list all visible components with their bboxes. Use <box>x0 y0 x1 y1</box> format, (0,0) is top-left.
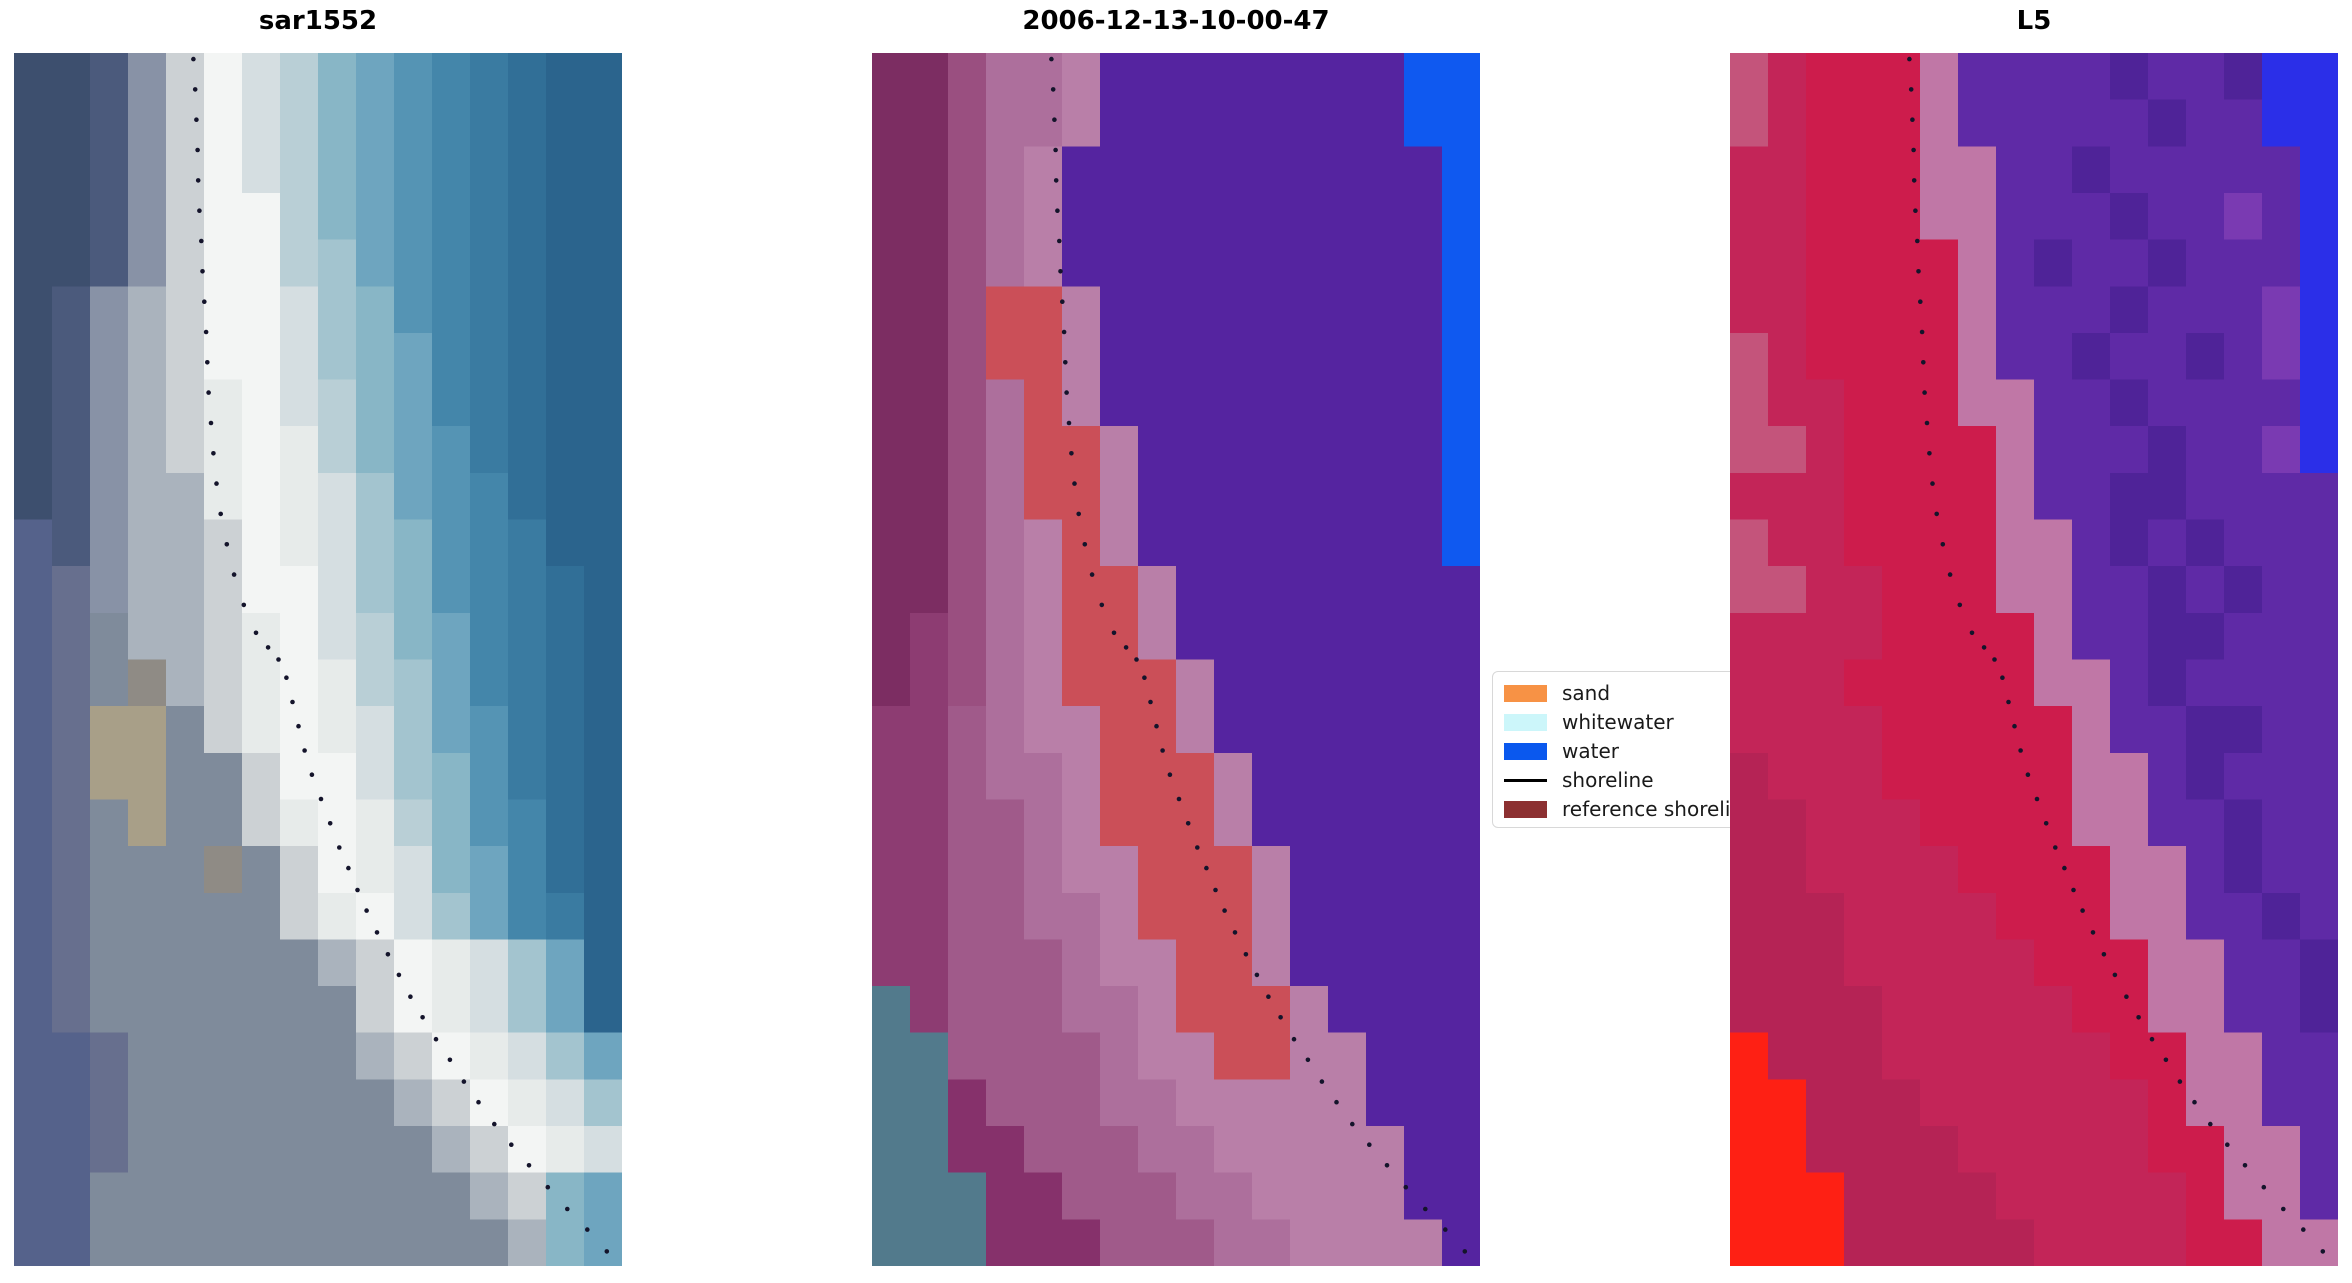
l5-image-canvas <box>1730 53 2338 1266</box>
classified-image-canvas <box>872 53 1480 1266</box>
sar-image-panel <box>14 53 622 1266</box>
classified-image-panel <box>872 53 1480 1266</box>
legend-color-swatch <box>1504 685 1547 702</box>
panel-title-date: 2006-12-13-10-00-47 <box>1022 6 1330 36</box>
shoreline-dots-overlay <box>1907 56 2326 1254</box>
classification-legend: sand whitewater water shoreline reference sh… <box>1492 671 1768 828</box>
legend-color-swatch <box>1504 743 1547 760</box>
legend-entry-label: shoreline <box>1562 768 1654 792</box>
legend-entry: reference shoreline <box>1504 795 1755 824</box>
legend-entry: shoreline <box>1504 766 1755 795</box>
panel-title-sar: sar1552 <box>258 6 378 36</box>
legend-entry: whitewater <box>1504 708 1755 737</box>
legend-line-swatch <box>1504 779 1547 782</box>
legend-entry-label: sand <box>1562 681 1611 705</box>
legend-entry-label: water <box>1562 739 1619 763</box>
panel-title-l5: L5 <box>2016 6 2052 36</box>
legend-entry: sand <box>1504 679 1755 708</box>
legend-color-swatch <box>1504 714 1547 731</box>
shoreline-dots-overlay <box>191 56 610 1254</box>
l5-image-panel <box>1730 53 2338 1266</box>
sar-image-canvas <box>14 53 622 1266</box>
shoreline-dots-overlay <box>1049 56 1468 1254</box>
legend-entry: water <box>1504 737 1755 766</box>
legend-entry-label: reference shoreline <box>1562 797 1756 821</box>
legend-color-swatch <box>1504 801 1547 818</box>
legend-entry-label: whitewater <box>1562 710 1674 734</box>
